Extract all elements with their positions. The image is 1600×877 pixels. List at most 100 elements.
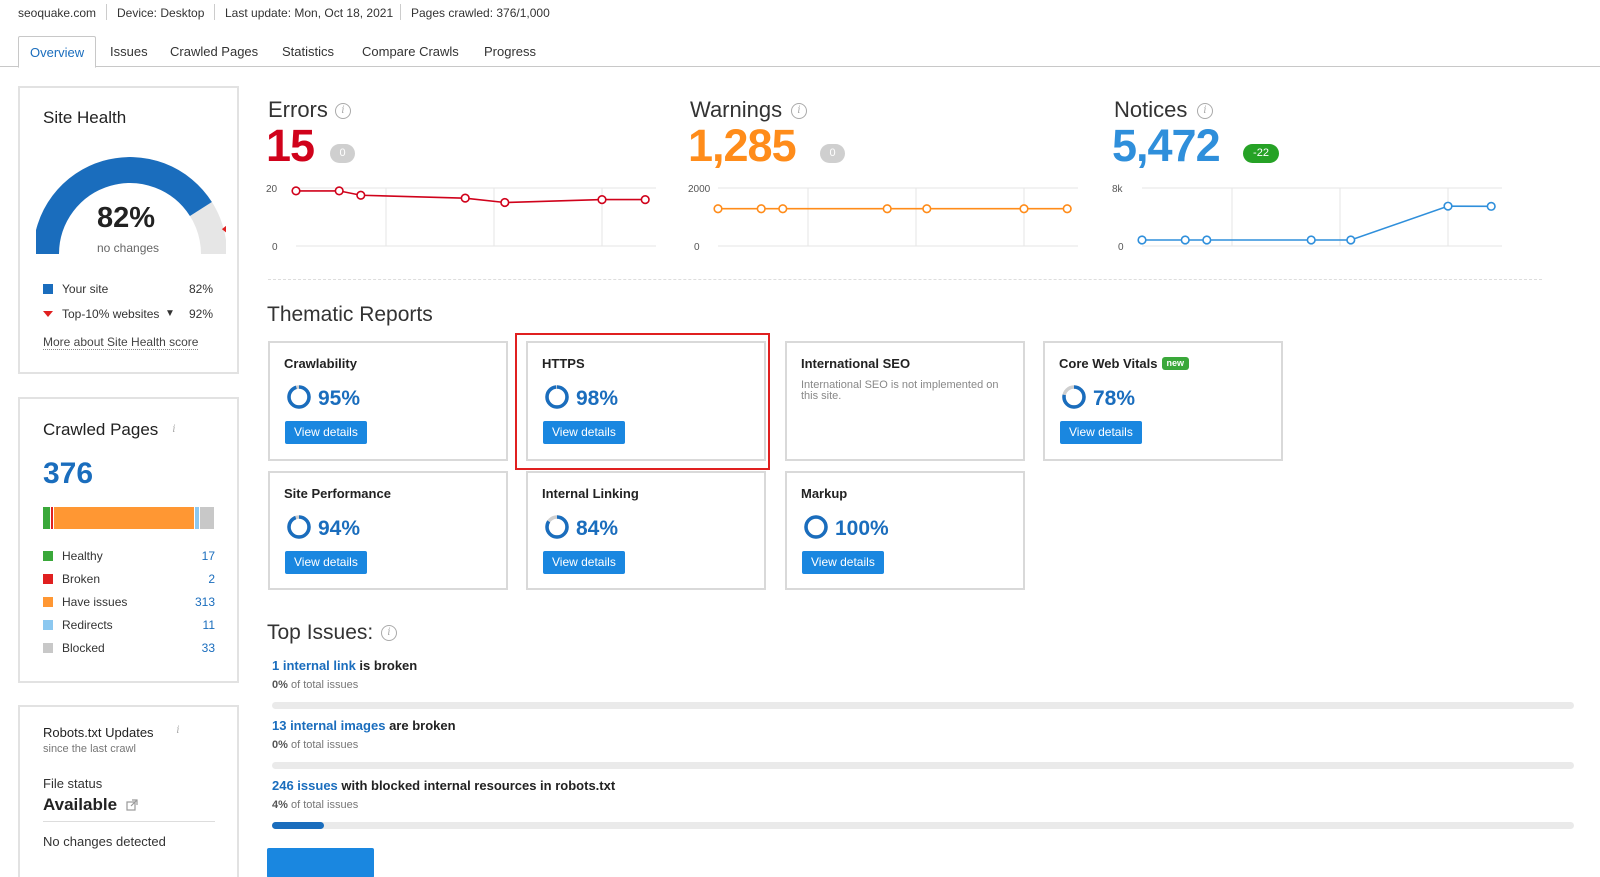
issue-link[interactable]: 246 issues [272, 778, 338, 793]
trend-point[interactable] [291, 186, 301, 196]
tab-issues[interactable]: Issues [110, 44, 148, 59]
tab-compare-crawls[interactable]: Compare Crawls [362, 44, 459, 59]
trend-point[interactable] [640, 195, 650, 205]
info-icon[interactable]: i [1197, 103, 1213, 119]
legend-swatch [43, 620, 53, 630]
notices-value[interactable]: 5,472 [1112, 120, 1221, 171]
progress-ring-icon [804, 515, 828, 539]
warnings-value[interactable]: 1,285 [688, 120, 797, 171]
robots-subtitle: since the last crawl [43, 743, 136, 755]
legend-swatch [43, 574, 53, 584]
report-score: 100% [835, 517, 889, 540]
divider [214, 4, 215, 20]
view-details-button[interactable]: View details [802, 551, 884, 574]
view-details-button[interactable]: View details [543, 421, 625, 444]
view-details-button[interactable]: View details [285, 551, 367, 574]
info-icon[interactable]: i [791, 103, 807, 119]
trend-point[interactable] [1443, 201, 1453, 211]
stacked-bar-segment [53, 507, 196, 529]
y-axis-max-label: 2000 [688, 184, 711, 195]
crawled-pages-legend-item: Broken 2 [43, 571, 215, 587]
issue-progress-bar [272, 822, 1574, 829]
crawled-pages-total[interactable]: 376 [43, 457, 94, 490]
site-health-card: Site Health 82% no changes Your site 82%… [18, 86, 239, 374]
trend-point[interactable] [922, 204, 932, 214]
trend-point[interactable] [882, 204, 892, 214]
project-domain: seoquake.com [18, 6, 97, 20]
trend-point[interactable] [334, 186, 344, 196]
trend-point[interactable] [460, 193, 470, 203]
trend-point[interactable] [1019, 204, 1029, 214]
issue-title: 1 internal link is broken [272, 658, 418, 673]
tab-overview[interactable]: Overview [18, 36, 97, 68]
trend-point[interactable] [597, 195, 607, 205]
y-axis-max-label: 8k [1112, 184, 1124, 195]
notices-title: Notices [1114, 97, 1188, 122]
trend-point[interactable] [1202, 235, 1212, 245]
legend-count[interactable]: 11 [202, 618, 215, 632]
trend-point[interactable] [1062, 204, 1072, 214]
crawled-pages-card: Crawled Pages i 376 Healthy 17 Broken 2 Have… [18, 397, 239, 683]
report-title: Markup [801, 486, 848, 501]
chevron-down-icon[interactable]: ▼ [165, 308, 175, 319]
legend-count[interactable]: 313 [194, 595, 215, 609]
tab-crawled-pages[interactable]: Crawled Pages [170, 44, 259, 59]
legend-swatch [43, 643, 53, 653]
trend-point[interactable] [356, 190, 366, 200]
legend-count[interactable]: 33 [201, 641, 215, 655]
trend-point[interactable] [1180, 235, 1190, 245]
report-card-core-web-vitals: Core Web Vitals new 78% View details [1043, 341, 1283, 461]
divider [106, 4, 107, 20]
file-status-value: Available [43, 795, 118, 814]
trend-point[interactable] [1306, 235, 1316, 245]
issue-share: 0% of total issues [272, 679, 359, 691]
pages-crawled-label: Pages crawled: 376/1,000 [411, 6, 550, 20]
external-link-icon[interactable] [126, 799, 138, 811]
stacked-bar-segment [200, 507, 216, 529]
trend-point[interactable] [756, 204, 766, 214]
tab-progress[interactable]: Progress [484, 44, 537, 59]
trend-point[interactable] [713, 204, 723, 214]
site-health-percent: 82% [97, 202, 156, 234]
report-title: Site Performance [284, 486, 391, 501]
report-score: 98% [576, 387, 619, 410]
view-details-button[interactable]: View details [543, 551, 625, 574]
trend-point[interactable] [500, 197, 510, 208]
last-update-label: Last update: Mon, Oct 18, 2021 [225, 6, 394, 20]
view-details-button[interactable]: View details [1060, 421, 1142, 444]
progress-ring-icon [287, 385, 311, 409]
report-score: 95% [318, 387, 361, 410]
issue-title: 13 internal images are broken [272, 718, 456, 733]
view-all-issues-button[interactable] [267, 848, 374, 877]
info-icon[interactable]: i [176, 725, 180, 736]
trend-point[interactable] [778, 204, 788, 214]
view-details-button[interactable]: View details [285, 421, 367, 444]
report-card-markup: Markup 100% View details [785, 471, 1025, 590]
issue-link[interactable]: 13 internal images [272, 718, 386, 733]
errors-value[interactable]: 15 [266, 120, 315, 171]
tab-bar: Overview Issues Crawled Pages Statistics… [0, 36, 1600, 68]
legend-count[interactable]: 17 [201, 549, 215, 563]
trend-point[interactable] [1486, 201, 1496, 211]
info-icon[interactable]: i [172, 424, 176, 435]
stacked-bar-segment [50, 507, 54, 529]
y-axis-min-label: 0 [1118, 242, 1124, 253]
highlight-box [515, 333, 770, 470]
legend-your-site: Your site 82% [43, 281, 213, 297]
info-icon[interactable]: i [335, 103, 351, 119]
report-card-site-performance: Site Performance 94% View details [268, 471, 508, 590]
notices-trend-chart: 8k 0 [1112, 184, 1502, 253]
y-axis-min-label: 0 [694, 242, 700, 253]
trend-point[interactable] [1137, 235, 1147, 245]
legend-top-websites[interactable]: Top-10% websites ▼ 92% [43, 306, 213, 322]
site-health-more-link[interactable]: More about Site Health score [43, 335, 199, 350]
legend-count[interactable]: 2 [208, 572, 215, 586]
errors-title: Errors [268, 97, 328, 122]
info-icon[interactable]: i [381, 625, 397, 641]
issue-link[interactable]: 1 internal link [272, 658, 356, 673]
report-note: International SEO is not implemented on … [801, 379, 999, 402]
y-axis-max-label: 20 [266, 184, 278, 195]
tab-statistics[interactable]: Statistics [282, 44, 335, 59]
divider [400, 4, 401, 20]
trend-point[interactable] [1346, 235, 1356, 245]
